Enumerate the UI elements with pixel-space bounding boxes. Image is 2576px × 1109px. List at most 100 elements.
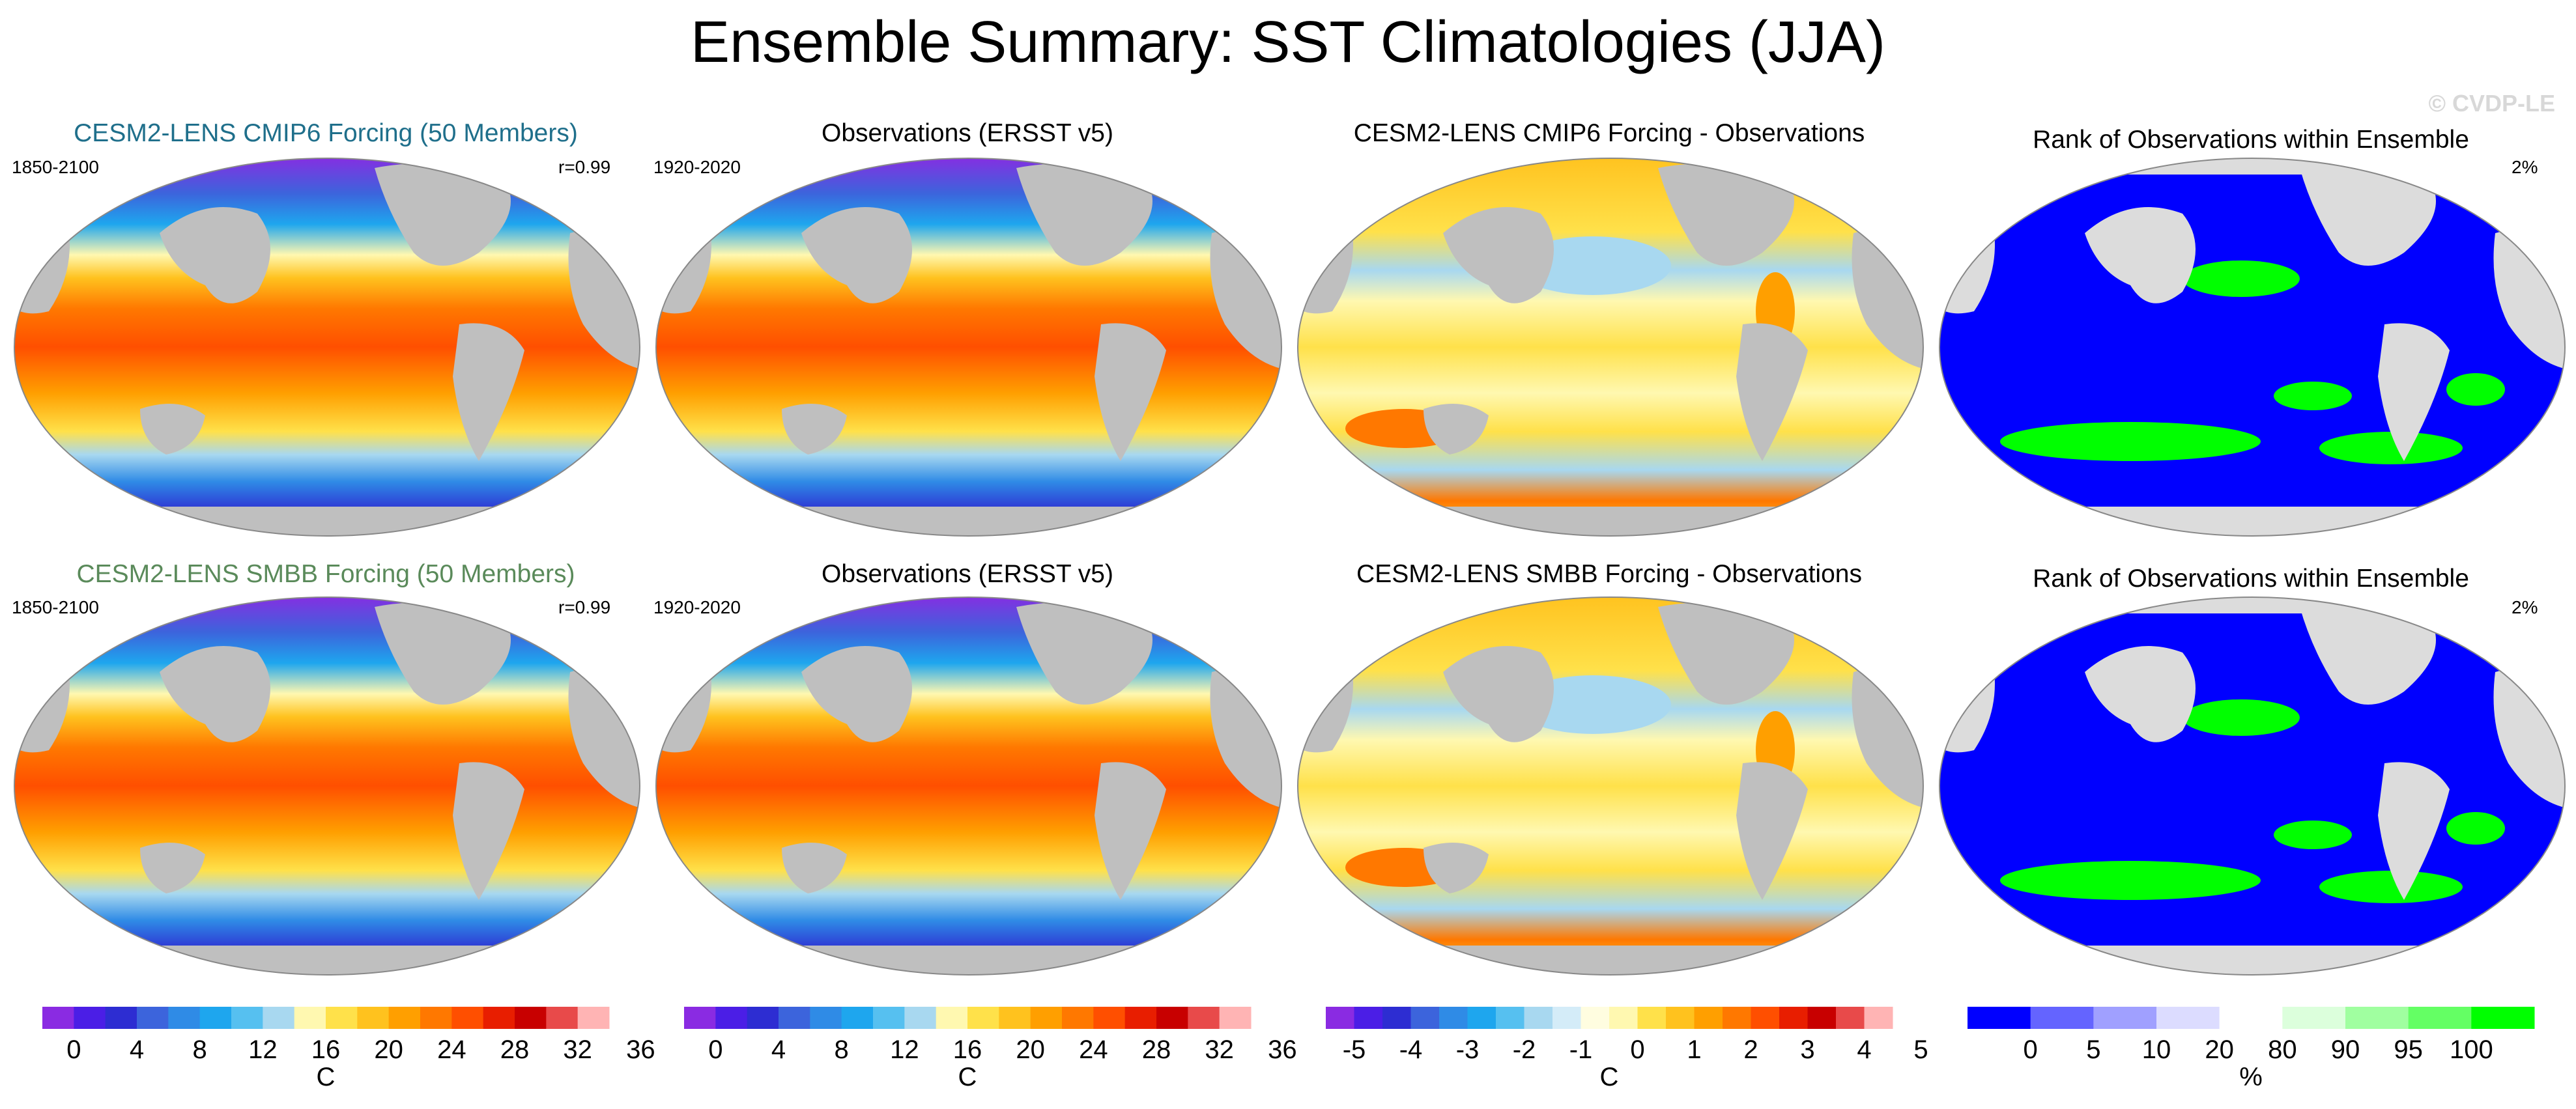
map-obs-row2 <box>655 597 1282 976</box>
colorbar-rank-tick-label: 0 <box>2024 1035 2038 1064</box>
colorbar-diff-tick-label: 3 <box>1800 1035 1814 1064</box>
colorbar-diff-tick-label: 2 <box>1743 1035 1758 1064</box>
row2-pattern-corr: r=0.99 <box>558 597 611 617</box>
row2-diff-title: CESM2-LENS SMBB Forcing - Observations <box>1356 560 1862 588</box>
colorbar-rank-tick-label: 80 <box>2268 1035 2297 1064</box>
row2-rank-title: Rank of Observations within Ensemble <box>2033 565 2469 593</box>
colorbar-obs-units: C <box>958 1063 977 1091</box>
colorbar-diff-units: C <box>1600 1063 1619 1091</box>
row1-model-title: CESM2-LENS CMIP6 Forcing (50 Members) <box>74 119 578 147</box>
row2-model-years: 1850-2100 <box>12 597 99 617</box>
row2-obs-years: 1920-2020 <box>653 597 741 617</box>
colorbar-model-swatch <box>105 1007 137 1029</box>
colorbar-diff-swatch <box>1496 1007 1524 1029</box>
colorbar-rank-tick-label: 5 <box>2086 1035 2100 1064</box>
colorbar-diff-swatch <box>1666 1007 1695 1029</box>
colorbar-diff-tick-label: -2 <box>1513 1035 1536 1064</box>
colorbar-obs-swatch <box>1062 1007 1094 1029</box>
colorbar-obs-swatch <box>873 1007 905 1029</box>
row1-obs-title: Observations (ERSST v5) <box>822 119 1113 147</box>
colorbar-model-swatch <box>326 1007 358 1029</box>
colorbar-diff-tick-label: 0 <box>1630 1035 1644 1064</box>
colorbar-obs-swatch <box>1156 1007 1188 1029</box>
colorbar-rank-units: % <box>2239 1063 2263 1091</box>
colorbar-model-tick-label: 0 <box>66 1035 81 1064</box>
colorbar-diff-tick-label: -4 <box>1399 1035 1423 1064</box>
row2-rank-pct: 2% <box>2512 597 2538 617</box>
colorbar-obs-swatch <box>684 1007 716 1029</box>
colorbar-model-tick-label: 24 <box>437 1035 466 1064</box>
colorbar-obs-tick-label: 24 <box>1079 1035 1108 1064</box>
colorbar-model-swatch <box>515 1007 547 1029</box>
colorbar-diff-tick-label: 5 <box>1913 1035 1928 1064</box>
colorbar-rank-tick-label: 10 <box>2142 1035 2171 1064</box>
colorbar-diff: -5 -4 -3 -2 -1 0 1 2 3 4 5 C <box>1326 1007 1928 1091</box>
colorbar-diff-tick-label: -5 <box>1343 1035 1366 1064</box>
colorbar-diff-swatch <box>1694 1007 1723 1029</box>
colorbar-rank-swatch <box>2408 1007 2472 1029</box>
colorbar-obs-swatch <box>1093 1007 1126 1029</box>
colorbar-model-swatch <box>577 1007 610 1029</box>
colorbar-model-tick-label: 4 <box>130 1035 144 1064</box>
colorbar-model: 0 4 8 12 16 20 24 28 32 36 C <box>42 1007 655 1091</box>
colorbar-obs-tick-label: 0 <box>708 1035 723 1064</box>
colorbar-model-tick-label: 32 <box>563 1035 592 1064</box>
colorbar-model-swatch <box>199 1007 232 1029</box>
colorbar-model-tick-label: 36 <box>626 1035 655 1064</box>
colorbar-obs-swatch <box>747 1007 779 1029</box>
colorbar-diff-tick-label: 4 <box>1857 1035 1871 1064</box>
colorbar-diff-swatch <box>1779 1007 1808 1029</box>
colorbar-diff-swatch <box>1836 1007 1865 1029</box>
colorbar-rank-swatch <box>1968 1007 2031 1029</box>
colorbar-rank-tick-label: 95 <box>2394 1035 2423 1064</box>
colorbar-model-swatch <box>451 1007 484 1029</box>
row1-obs-years: 1920-2020 <box>653 157 741 177</box>
colorbar-obs-swatch <box>936 1007 968 1029</box>
colorbar-diff-swatch <box>1439 1007 1468 1029</box>
colorbar-model-swatch <box>263 1007 295 1029</box>
colorbar-obs-swatch <box>841 1007 874 1029</box>
colorbars: 0 4 8 12 16 20 24 28 32 36C 0 4 8 12 16 20 24 28 32 36C -5… <box>42 1007 2535 1091</box>
colorbar-rank-tick-label: 90 <box>2331 1035 2360 1064</box>
colorbar-diff-swatch <box>1326 1007 1354 1029</box>
colorbar-diff-swatch <box>1553 1007 1581 1029</box>
colorbar-obs-tick-label: 12 <box>890 1035 919 1064</box>
row2-obs-title: Observations (ERSST v5) <box>822 560 1113 588</box>
colorbar-obs-swatch <box>779 1007 810 1029</box>
colorbar-diff-swatch <box>1524 1007 1553 1029</box>
colorbar-rank-swatch <box>2219 1007 2283 1029</box>
colorbar-rank-swatch <box>2030 1007 2094 1029</box>
colorbar-obs-swatch <box>1030 1007 1063 1029</box>
colorbar-diff-swatch <box>1637 1007 1667 1029</box>
colorbar-model-tick-label: 28 <box>500 1035 530 1064</box>
map-diff-row2 <box>1297 597 1924 976</box>
row1-pattern-corr: r=0.99 <box>558 157 611 177</box>
colorbar-obs-swatch <box>904 1007 937 1029</box>
map-diff-row1 <box>1297 158 1924 537</box>
colorbar-diff-swatch <box>1354 1007 1383 1029</box>
map-rank-row2 <box>1939 597 2566 976</box>
row1-rank-pct: 2% <box>2512 157 2538 177</box>
colorbar-model-swatch <box>168 1007 201 1029</box>
map-obs-row1 <box>655 158 1282 537</box>
watermark: © CVDP-LE <box>2428 90 2555 117</box>
colorbar-diff-swatch <box>1723 1007 1751 1029</box>
row1-diff-title: CESM2-LENS CMIP6 Forcing - Observations <box>1353 119 1865 147</box>
colorbar-rank-swatch <box>2345 1007 2409 1029</box>
colorbar-obs-swatch <box>810 1007 842 1029</box>
colorbar-model-tick-label: 8 <box>193 1035 207 1064</box>
colorbar-diff-swatch <box>1581 1007 1610 1029</box>
colorbar-diff-tick-label: -3 <box>1456 1035 1480 1064</box>
figure-title: Ensemble Summary: SST Climatologies (JJA… <box>691 10 1885 75</box>
colorbar-model-units: C <box>317 1063 336 1091</box>
colorbar-obs-swatch <box>967 1007 999 1029</box>
colorbar-rank-tick-label: 20 <box>2205 1035 2234 1064</box>
colorbar-diff-swatch <box>1609 1007 1638 1029</box>
colorbar-rank-swatch <box>2471 1007 2535 1029</box>
colorbar-obs-tick-label: 16 <box>953 1035 982 1064</box>
colorbar-obs: 0 4 8 12 16 20 24 28 32 36 C <box>684 1007 1297 1091</box>
colorbar-obs-tick-label: 28 <box>1142 1035 1171 1064</box>
colorbar-rank-tick-label: 100 <box>2450 1035 2493 1064</box>
colorbar-diff-swatch <box>1382 1007 1411 1029</box>
colorbar-diff-tick-label: -1 <box>1569 1035 1593 1064</box>
